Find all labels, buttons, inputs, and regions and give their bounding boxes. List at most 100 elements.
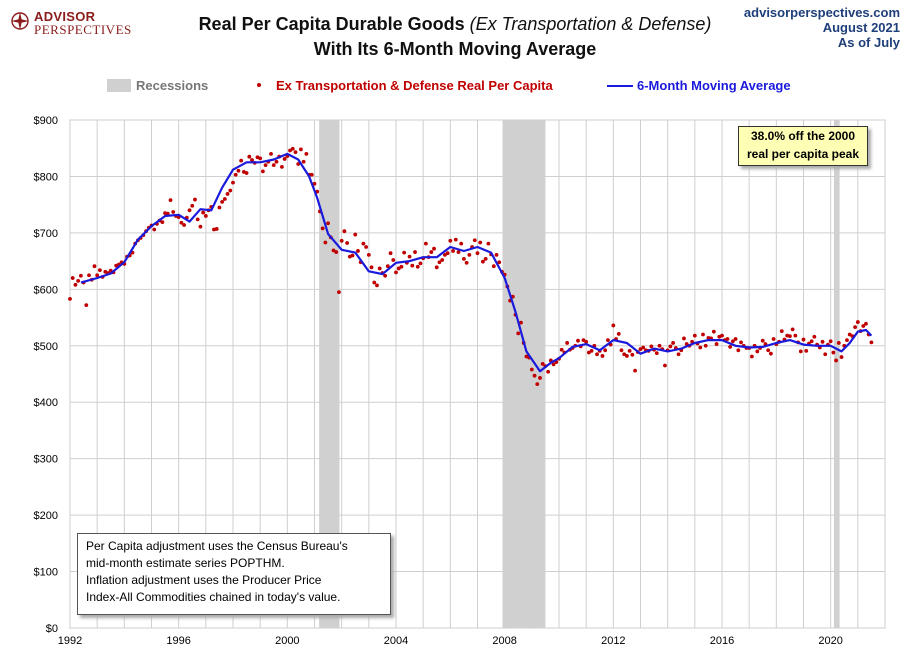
data-point bbox=[320, 226, 325, 231]
logo-text-bottom: PERSPECTIVES bbox=[34, 22, 132, 37]
data-point bbox=[369, 265, 374, 270]
data-point bbox=[720, 333, 724, 338]
data-point bbox=[222, 197, 227, 201]
x-tick-label: 2000 bbox=[275, 635, 299, 647]
data-point bbox=[459, 241, 464, 246]
y-tick-label: $500 bbox=[34, 341, 58, 353]
legend-series-line-label: 6-Month Moving Average bbox=[637, 78, 791, 93]
data-point bbox=[546, 369, 551, 374]
data-point bbox=[467, 253, 472, 257]
data-point bbox=[760, 338, 765, 343]
data-point bbox=[798, 349, 803, 354]
x-tick-label: 1996 bbox=[166, 635, 190, 647]
data-point bbox=[78, 273, 83, 278]
data-point bbox=[429, 250, 434, 254]
data-point bbox=[692, 333, 697, 338]
data-point bbox=[171, 210, 176, 214]
data-point bbox=[855, 320, 860, 324]
chart-legend: Recessions Ex Transportation & Defense R… bbox=[0, 76, 910, 96]
data-point bbox=[418, 261, 423, 266]
data-point bbox=[73, 282, 78, 287]
data-point bbox=[641, 345, 646, 350]
data-point bbox=[290, 146, 295, 151]
data-point bbox=[448, 238, 453, 243]
data-point bbox=[304, 151, 309, 156]
x-tick-label: 2008 bbox=[492, 635, 516, 647]
data-point bbox=[410, 263, 415, 268]
data-point bbox=[239, 158, 244, 163]
data-point bbox=[309, 172, 314, 177]
data-point bbox=[749, 354, 754, 359]
site-as-of: As of July bbox=[837, 35, 900, 50]
data-point bbox=[434, 265, 439, 270]
data-point bbox=[396, 266, 401, 271]
data-point bbox=[190, 203, 195, 208]
data-point bbox=[701, 332, 705, 337]
x-tick-label: 2004 bbox=[384, 635, 408, 647]
data-point bbox=[250, 158, 254, 162]
y-tick-label: $100 bbox=[34, 567, 58, 579]
data-point bbox=[739, 340, 743, 345]
data-point bbox=[198, 224, 203, 229]
site-url: advisorperspectives.com bbox=[743, 5, 900, 20]
data-point bbox=[638, 347, 643, 352]
data-point bbox=[834, 358, 838, 363]
data-point bbox=[375, 283, 379, 288]
data-point bbox=[472, 238, 477, 243]
data-point bbox=[372, 280, 377, 285]
data-point bbox=[714, 342, 719, 346]
data-point bbox=[203, 214, 208, 218]
y-tick-label: $900 bbox=[34, 115, 58, 127]
data-point bbox=[481, 259, 485, 264]
brand-logo: ADVISOR PERSPECTIVES bbox=[10, 9, 140, 43]
data-point bbox=[766, 348, 771, 353]
data-point bbox=[247, 154, 252, 159]
note-line: Per Capita adjustment uses the Census Bu… bbox=[86, 539, 348, 553]
y-tick-label: $0 bbox=[46, 623, 58, 635]
data-point bbox=[160, 220, 165, 225]
data-point bbox=[820, 339, 825, 344]
data-point bbox=[288, 148, 292, 153]
data-point bbox=[187, 208, 192, 213]
data-point bbox=[68, 297, 72, 301]
data-point bbox=[864, 321, 868, 326]
data-point bbox=[193, 197, 197, 202]
y-tick-label: $800 bbox=[34, 171, 58, 183]
data-point bbox=[616, 332, 621, 336]
data-point bbox=[263, 163, 268, 168]
data-point bbox=[282, 157, 287, 161]
data-point bbox=[663, 363, 667, 368]
data-point bbox=[630, 352, 635, 357]
recession-band bbox=[502, 120, 546, 628]
data-point bbox=[312, 181, 317, 186]
peak-line-1: 38.0% off the 2000 bbox=[750, 129, 856, 143]
data-point bbox=[828, 339, 833, 344]
data-point bbox=[220, 199, 225, 204]
data-point bbox=[231, 180, 235, 185]
x-tick-label: 2012 bbox=[601, 635, 625, 647]
data-point bbox=[443, 253, 447, 257]
data-point bbox=[364, 245, 369, 249]
data-point bbox=[668, 344, 673, 349]
data-point bbox=[92, 264, 97, 269]
data-point bbox=[391, 258, 396, 262]
methodology-note: Per Capita adjustment uses the Census Bu… bbox=[77, 533, 391, 615]
data-point bbox=[497, 260, 502, 265]
data-point bbox=[70, 276, 75, 280]
data-point bbox=[535, 382, 540, 387]
data-point bbox=[87, 273, 91, 278]
data-point bbox=[383, 273, 388, 278]
data-point bbox=[95, 273, 100, 278]
data-point bbox=[494, 253, 499, 257]
data-point bbox=[625, 354, 629, 358]
data-point bbox=[179, 220, 184, 225]
x-tick-label: 1992 bbox=[58, 635, 82, 647]
data-point bbox=[456, 250, 461, 254]
peak-annotation: 38.0% off the 2000 real per capita peak bbox=[738, 126, 868, 166]
data-point bbox=[415, 264, 420, 269]
data-point bbox=[258, 156, 263, 161]
data-point bbox=[565, 341, 570, 345]
data-point bbox=[260, 169, 265, 174]
data-point bbox=[733, 337, 738, 341]
data-point bbox=[385, 264, 390, 269]
